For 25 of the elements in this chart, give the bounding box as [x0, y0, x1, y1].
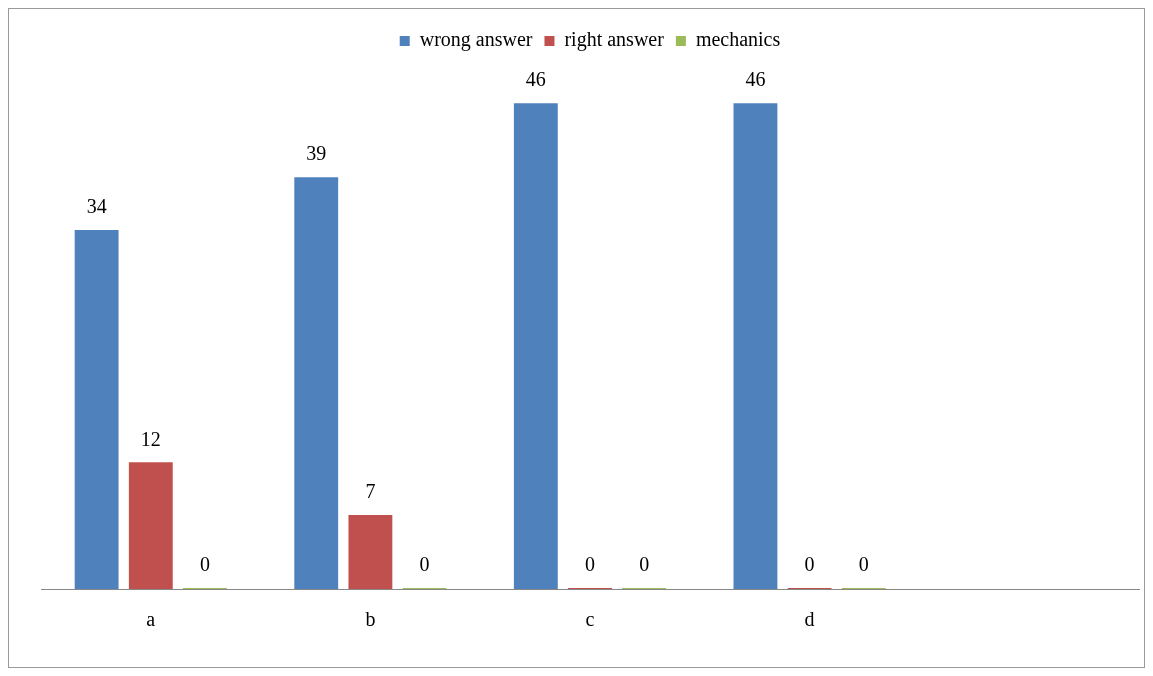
legend-label: wrong answer	[419, 28, 533, 52]
bar	[513, 103, 558, 589]
data-label: 0	[585, 553, 595, 576]
bar	[348, 515, 393, 589]
bar	[74, 229, 119, 589]
x-tick-label: c	[585, 608, 595, 631]
data-label: 34	[86, 195, 107, 218]
data-label: 46	[745, 68, 766, 91]
data-label: 7	[365, 480, 376, 503]
data-label: 0	[199, 553, 210, 576]
x-tick-label: b	[365, 608, 376, 631]
x-tick-label: a	[146, 608, 156, 631]
data-label: 39	[306, 142, 327, 165]
bar	[128, 462, 173, 589]
data-label: 0	[639, 553, 650, 576]
legend-label: mechanics	[695, 28, 781, 51]
bar	[733, 103, 778, 589]
data-label: 0	[419, 553, 430, 576]
bar	[294, 177, 339, 589]
legend-label: right answer	[564, 28, 665, 52]
x-tick-label: d	[804, 608, 815, 631]
data-label: 46	[525, 68, 546, 91]
data-label: 0	[804, 553, 815, 576]
data-label: 12	[140, 427, 161, 450]
data-label: 0	[858, 553, 869, 576]
